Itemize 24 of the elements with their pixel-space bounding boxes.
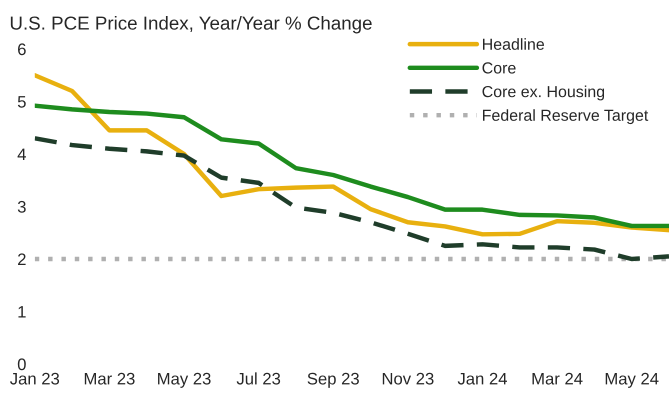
- y-tick-label: 1: [18, 306, 26, 318]
- y-tick-label: 5: [18, 96, 26, 108]
- y-tick-label: 0: [18, 358, 26, 370]
- line-series: [34, 103, 669, 228]
- x-tick-label: Jan 24: [458, 372, 507, 385]
- x-tick-label: Mar 23: [84, 372, 135, 385]
- y-tick-label: 4: [18, 148, 26, 160]
- legend-label: Core: [482, 62, 516, 74]
- x-tick-label: Sep 23: [308, 372, 359, 388]
- x-tick-label: Jul 23: [236, 372, 280, 385]
- x-tick-label: May 23: [158, 372, 211, 388]
- legend-label: Core ex. Housing: [482, 86, 604, 100]
- x-tick-label: Jan 23: [10, 372, 60, 385]
- x-tick-label: Mar 24: [532, 372, 583, 385]
- x-tick-label: Nov 23: [382, 372, 434, 385]
- line-series: [34, 136, 669, 262]
- chart-title: U.S. PCE Price Index, Year/Year % Change: [10, 16, 372, 34]
- x-tick-label: May 24: [606, 372, 659, 388]
- y-tick-label: 2: [18, 253, 26, 266]
- y-tick-label: 6: [18, 43, 26, 56]
- legend-label: Federal Reserve Target: [482, 109, 648, 124]
- legend-label: Headline: [482, 38, 544, 50]
- y-tick-label: 3: [18, 200, 26, 213]
- line-series: [34, 73, 669, 237]
